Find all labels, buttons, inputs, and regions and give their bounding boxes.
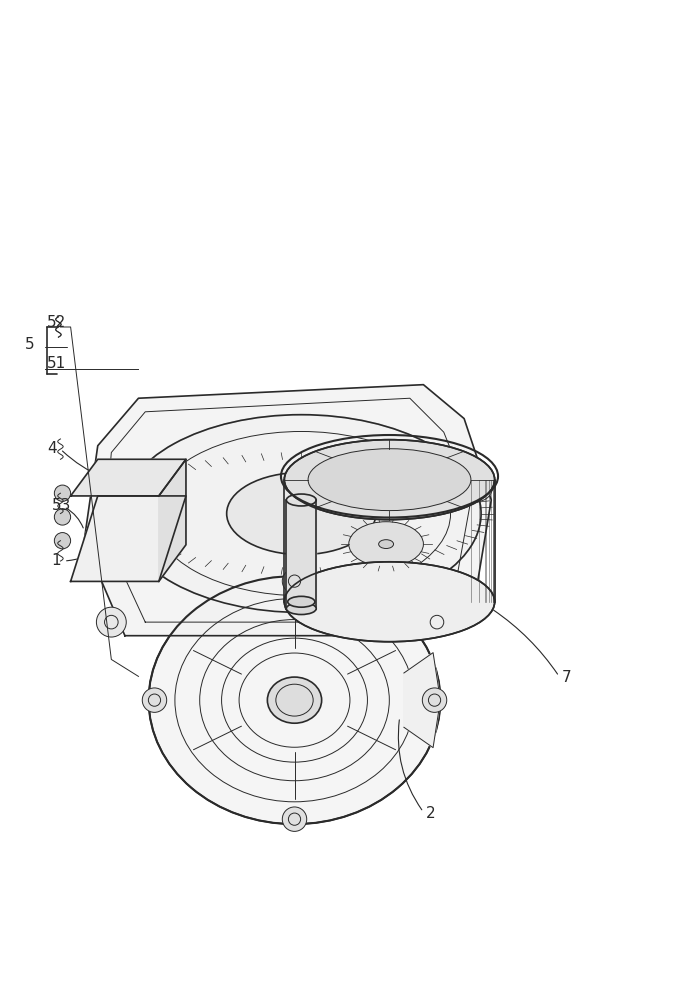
Ellipse shape [288, 596, 315, 607]
Text: 52: 52 [47, 315, 66, 330]
Ellipse shape [287, 603, 316, 615]
Circle shape [463, 472, 492, 501]
Circle shape [422, 688, 447, 712]
Ellipse shape [226, 473, 376, 555]
Ellipse shape [267, 677, 321, 723]
Circle shape [54, 533, 70, 549]
Polygon shape [287, 500, 316, 609]
Ellipse shape [148, 576, 440, 824]
Text: 7: 7 [562, 670, 571, 685]
Circle shape [282, 807, 306, 831]
Text: 51: 51 [47, 356, 66, 371]
Text: 4: 4 [47, 441, 57, 456]
Polygon shape [70, 496, 186, 581]
Polygon shape [70, 459, 186, 496]
Text: 5: 5 [25, 337, 34, 352]
Circle shape [142, 688, 167, 712]
Circle shape [54, 485, 70, 501]
Text: 53: 53 [51, 498, 71, 513]
Ellipse shape [122, 415, 481, 612]
Text: 1: 1 [51, 553, 62, 568]
Circle shape [282, 569, 306, 593]
Ellipse shape [308, 449, 471, 511]
Ellipse shape [285, 440, 495, 520]
Polygon shape [159, 459, 186, 581]
Text: 2: 2 [426, 806, 436, 821]
Circle shape [96, 607, 127, 637]
Polygon shape [404, 653, 440, 748]
Circle shape [422, 607, 452, 637]
Circle shape [54, 509, 70, 525]
Polygon shape [84, 385, 491, 636]
Ellipse shape [379, 540, 393, 549]
Ellipse shape [349, 522, 423, 566]
Ellipse shape [285, 562, 495, 642]
